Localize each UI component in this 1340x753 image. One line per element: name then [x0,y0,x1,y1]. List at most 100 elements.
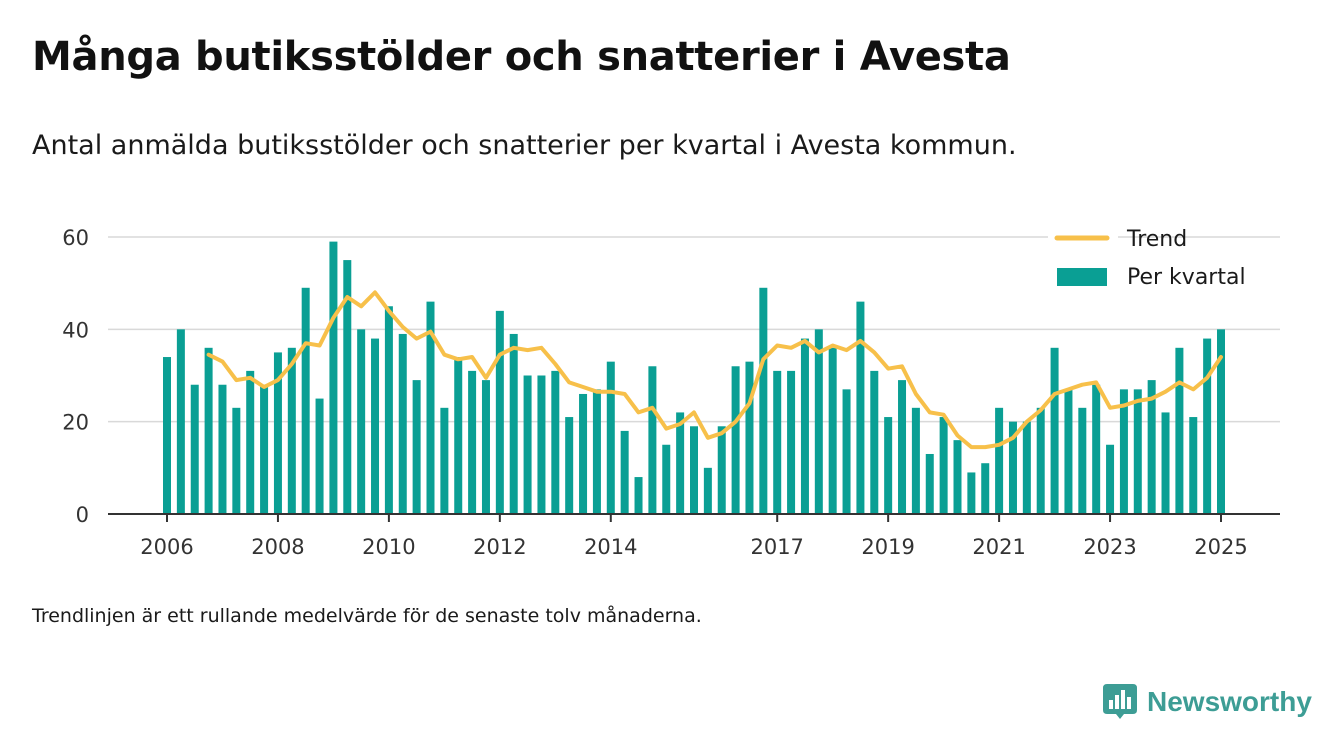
bar [884,417,893,514]
x-tick-label: 2025 [1194,535,1247,559]
bar [273,352,282,514]
y-tick-label: 40 [62,318,89,342]
x-tick-label: 2021 [972,535,1025,559]
bar [745,361,754,514]
trend-line [206,290,1223,450]
x-tick-label: 2023 [1083,535,1136,559]
bar [176,329,185,514]
bar [828,347,837,514]
bar [537,375,546,514]
bar [1119,389,1128,514]
bar [260,384,269,514]
bar [246,370,255,514]
legend-bar-label: Per kvartal [1127,265,1246,290]
legend-trend-label: Trend [1126,227,1187,252]
bar [717,426,726,514]
bar [1022,421,1031,514]
y-tick-label: 20 [62,411,89,435]
bar [232,407,241,514]
y-tick-label: 0 [76,503,89,527]
x-tick-label: 2008 [251,535,304,559]
y-tick-label: 60 [62,226,89,250]
bar [1133,389,1142,514]
bar [787,370,796,514]
bar [953,440,962,514]
bar [204,347,213,514]
bar [1147,380,1156,514]
bar [163,357,171,514]
chart-subtitle: Antal anmälda butiksstölder och snatteri… [32,130,1017,161]
bar [468,370,477,514]
bar [898,380,907,514]
x-tick-label: 2019 [861,535,914,559]
bar [426,301,435,514]
bar [495,310,504,514]
bar-line-chart: 0 20 40 60 2006 2008 2010 2012 2014 2017 2019 2021 2… [62,222,1280,559]
bar [551,370,560,514]
bar [759,287,768,514]
bar [703,467,712,514]
bar [1189,417,1198,514]
chart-title: Många butiksstölder och snatterier i Ave… [32,34,1011,80]
axes: 0 20 40 60 2006 2008 2010 2012 2014 2017 2019 2021 2… [62,226,1280,559]
x-tick-label: 2014 [584,535,637,559]
newsworthy-logo: Newsworthy [1103,684,1312,720]
bar [315,398,324,514]
bar [371,338,380,514]
bar [481,380,490,514]
bar [1092,384,1101,514]
bar [800,338,809,514]
bar [773,370,782,514]
bar [384,306,393,514]
x-tick-label: 2010 [362,535,415,559]
bar [648,366,657,514]
x-tick-label: 2006 [140,535,193,559]
bar [842,389,851,514]
bar [1008,421,1017,514]
bar [592,389,601,514]
bar [343,260,352,514]
bar [190,384,199,514]
bar [690,426,698,514]
bar [1078,407,1087,514]
legend-bar-swatch [1057,268,1107,286]
bar [1161,412,1170,514]
bar [814,329,823,514]
bar [662,444,671,514]
bar [676,412,685,514]
bar [620,430,629,514]
bar [856,301,865,514]
bar [1217,329,1225,514]
bar [454,357,463,514]
bar [1064,389,1073,514]
bar [981,463,990,514]
newsworthy-logo-icon [1103,684,1137,719]
trend-line-group [206,290,1223,450]
bar [440,407,449,514]
brand-name: Newsworthy [1147,686,1312,717]
bar [967,472,976,514]
bar [1203,338,1212,514]
bar [925,453,934,514]
bar [731,366,740,514]
bar [357,329,366,514]
bar [218,384,227,514]
bar [579,393,588,514]
bar [1106,444,1115,514]
x-tick-label: 2017 [750,535,803,559]
bar [995,407,1004,514]
bar [398,333,407,514]
bar [911,407,920,514]
footnote: Trendlinjen är ett rullande medelvärde f… [32,605,702,627]
bar [870,370,879,514]
bar [1036,407,1045,514]
bar [1175,347,1184,514]
x-tick-label: 2012 [473,535,526,559]
bar [329,241,338,514]
legend: Trend Per kvartal [1048,222,1246,290]
bar [606,361,615,514]
bars [163,241,1225,514]
bar [509,333,518,514]
bar [301,287,310,514]
bar [939,417,948,514]
